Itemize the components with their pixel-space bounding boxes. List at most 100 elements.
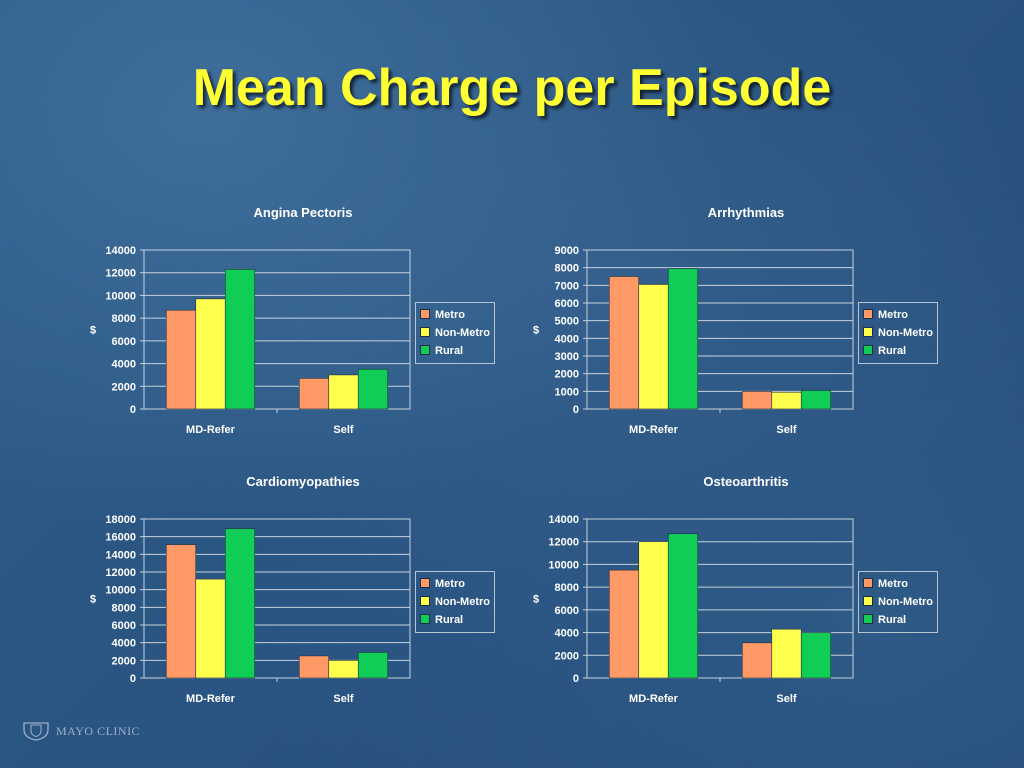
legend-item: Rural [863, 342, 933, 360]
legend-item: Rural [420, 342, 490, 360]
legend-label: Non-Metro [878, 327, 933, 339]
y-tick-label: 2000 [555, 369, 579, 381]
y-axis-label: $ [90, 594, 96, 606]
legend-item: Metro [420, 306, 490, 324]
chart-cardiomyopathies: Cardiomyopathies 0 2000 4000 6000 8000 10000 1… [88, 474, 518, 724]
bar-metro-self [298, 655, 330, 679]
bar-rural-md-refer [667, 533, 699, 679]
legend-swatch [863, 614, 873, 625]
x-tick-label: Self [333, 693, 354, 705]
bar-rural-self [800, 632, 832, 679]
legend-label: Metro [878, 578, 908, 590]
x-tick-label: Self [776, 693, 797, 705]
bar-non-metro-self [328, 660, 359, 679]
y-tick-label: 12000 [105, 567, 136, 579]
chart-legend: Metro Non-Metro Rural [415, 302, 495, 364]
y-tick-label: 6000 [555, 605, 579, 617]
x-tick-label: Self [776, 424, 797, 436]
chart-osteoarthritis: Osteoarthritis 0 2000 4000 6000 8000 10000 120… [531, 474, 961, 724]
bar-rural-self [357, 368, 389, 410]
y-tick-label: 7000 [555, 280, 579, 292]
y-tick-label: 16000 [105, 532, 136, 544]
legend-item: Metro [863, 306, 933, 324]
x-tick-label: MD-Refer [186, 693, 236, 705]
y-tick-label: 4000 [555, 628, 579, 640]
y-tick-label: 18000 [105, 514, 136, 526]
x-tick-label: MD-Refer [629, 424, 679, 436]
bar-non-metro-self [771, 391, 802, 410]
x-tick-label: Self [333, 424, 354, 436]
mayo-clinic-logo: MAYO CLINIC [22, 720, 140, 742]
y-tick-label: 0 [573, 673, 579, 685]
x-tick-label: MD-Refer [629, 693, 679, 705]
legend-label: Metro [435, 309, 465, 321]
legend-swatch [420, 309, 430, 320]
chart-plot: 0 2000 4000 6000 8000 10000 12000 14000 16000 180… [90, 514, 411, 705]
chart-legend: Metro Non-Metro Rural [415, 571, 495, 633]
legend-swatch [420, 327, 430, 338]
chart-legend: Metro Non-Metro Rural [858, 571, 938, 633]
legend-label: Non-Metro [435, 596, 490, 608]
legend-label: Metro [878, 309, 908, 321]
bar-rural-self [800, 390, 832, 410]
legend-label: Metro [435, 578, 465, 590]
bar-metro-md-refer [608, 569, 640, 679]
y-tick-label: 14000 [548, 514, 579, 526]
y-tick-label: 6000 [555, 298, 579, 310]
legend-label: Non-Metro [878, 596, 933, 608]
y-tick-label: 8000 [112, 313, 136, 325]
legend-swatch [863, 578, 873, 589]
shield-icon [23, 722, 49, 741]
y-axis-label: $ [533, 325, 539, 337]
chart-plot: 0 1000 2000 3000 4000 5000 6000 7000 8000 9000 $ MD… [533, 245, 854, 436]
y-tick-label: 6000 [112, 620, 136, 632]
y-tick-label: 8000 [555, 263, 579, 275]
bar-metro-self [741, 391, 773, 410]
y-tick-label: 4000 [112, 638, 136, 650]
y-tick-label: 3000 [555, 351, 579, 363]
legend-swatch [863, 327, 873, 338]
y-tick-label: 14000 [105, 245, 136, 257]
bar-non-metro-self [771, 628, 802, 679]
bar-metro-md-refer [608, 276, 640, 410]
logo-text: MAYO CLINIC [56, 723, 141, 738]
legend-swatch [420, 578, 430, 589]
y-tick-label: 14000 [105, 549, 136, 561]
bar-rural-md-refer [667, 268, 699, 410]
chart-title: Angina Pectoris [253, 205, 353, 220]
legend-label: Rural [878, 614, 907, 626]
slide-title: Mean Charge per Episode [192, 59, 832, 117]
legend-swatch [863, 309, 873, 320]
y-tick-label: 8000 [112, 602, 136, 614]
legend-item: Metro [863, 575, 933, 593]
y-tick-label: 12000 [105, 268, 136, 280]
y-tick-label: 4000 [112, 359, 136, 371]
y-tick-label: 10000 [105, 290, 136, 302]
legend-item: Non-Metro [863, 593, 933, 611]
y-tick-label: 0 [130, 404, 136, 416]
y-tick-label: 5000 [555, 316, 579, 328]
y-tick-label: 9000 [555, 245, 579, 257]
bar-non-metro-md-refer [195, 298, 226, 410]
y-tick-label: 12000 [548, 537, 579, 549]
chart-angina-pectoris: Angina Pectoris 0 2000 4000 6000 8000 10000 12… [88, 205, 518, 455]
legend-swatch [420, 345, 430, 356]
bar-rural-md-refer [224, 269, 256, 410]
legend-label: Rural [435, 614, 464, 626]
bar-metro-self [298, 378, 330, 410]
y-tick-label: 2000 [112, 381, 136, 393]
y-tick-label: 0 [130, 673, 136, 685]
legend-label: Rural [878, 345, 907, 357]
y-tick-label: 2000 [555, 650, 579, 662]
legend-item: Rural [420, 611, 490, 629]
chart-plot: 0 2000 4000 6000 8000 10000 12000 14000 $ MD-Refe… [90, 245, 411, 436]
legend-swatch [420, 614, 430, 625]
legend-swatch [863, 596, 873, 607]
bar-metro-md-refer [165, 544, 197, 679]
bar-non-metro-self [328, 374, 359, 410]
chart-title: Cardiomyopathies [246, 474, 360, 489]
y-tick-label: 4000 [555, 333, 579, 345]
y-tick-label: 0 [573, 404, 579, 416]
chart-legend: Metro Non-Metro Rural [858, 302, 938, 364]
legend-item: Non-Metro [420, 593, 490, 611]
